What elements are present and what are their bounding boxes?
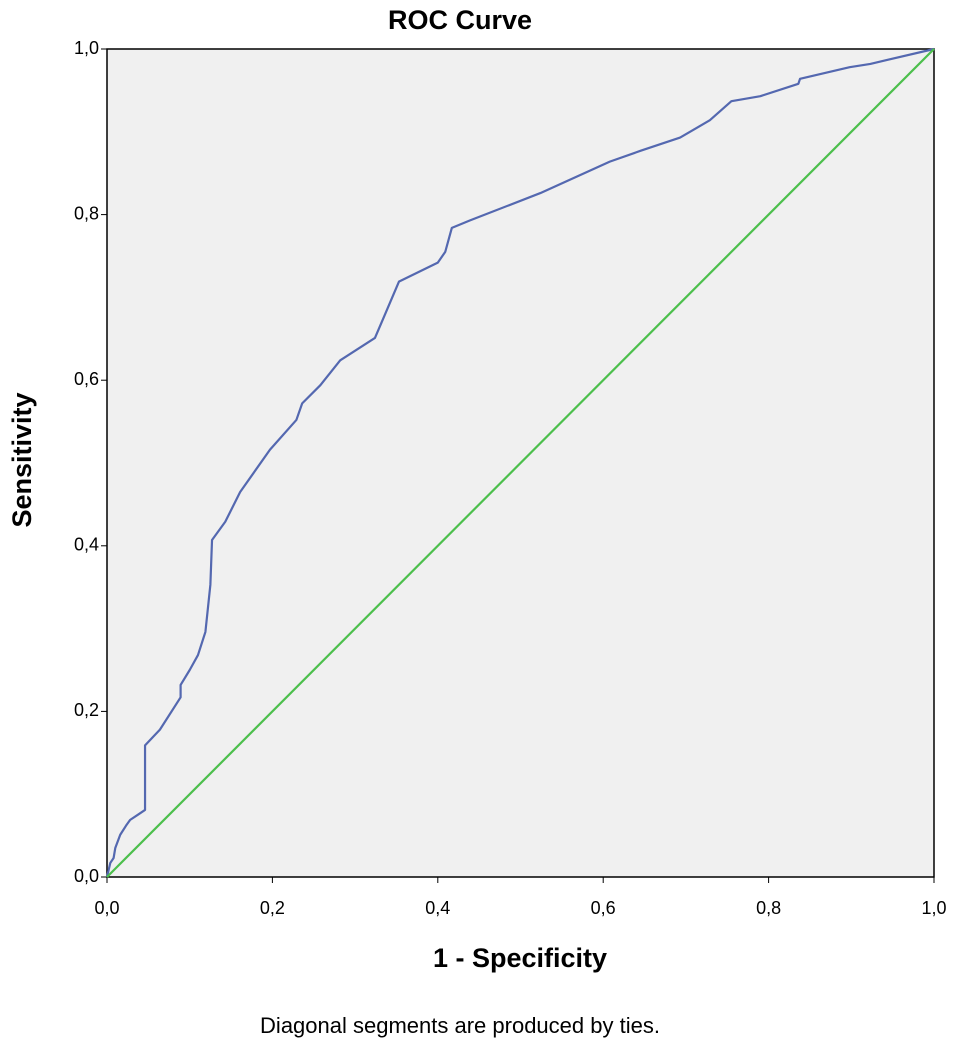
y-tick-label: 0,8 [74,203,99,223]
y-tick-label: 1,0 [74,38,99,58]
x-tick-label: 0,6 [591,898,616,918]
y-tick-label: 0,2 [74,700,99,720]
x-axis-label: 1 - Specificity [433,943,607,973]
roc-line [106,48,935,878]
y-tick-label: 0,0 [74,866,99,886]
x-tick-label: 0,2 [260,898,285,918]
x-tick-label: 1,0 [921,898,946,918]
y-tick-label: 0,6 [74,369,99,389]
x-tick-label: 0,8 [756,898,781,918]
x-tick-label: 0,4 [425,898,450,918]
y-axis-label: Sensitivity [7,392,37,527]
y-tick-label: 0,4 [74,535,99,555]
annotation: Diagonal segments are produced by ties. [260,1013,660,1038]
chart-title: ROC Curve [388,5,532,35]
roc-line [105,47,935,878]
x-tick-label: 0,0 [94,898,119,918]
